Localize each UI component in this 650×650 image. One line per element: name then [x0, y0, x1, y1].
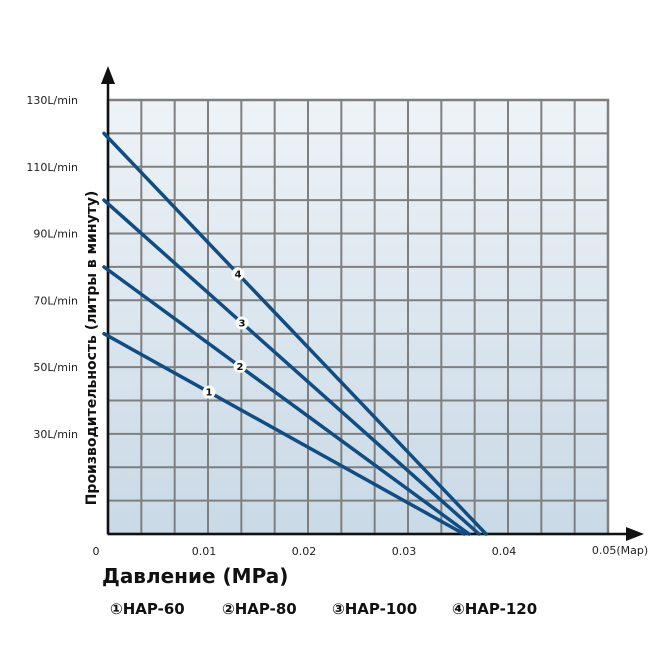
y-tick-labels: 30L/min 50L/min 70L/min 90L/min 110L/min 130L…	[26, 94, 78, 441]
series-marker-label: 1	[206, 388, 213, 399]
series-line-hap-80	[102, 265, 471, 536]
legend-item-hap-120: ④HAP-120	[452, 600, 537, 618]
plot-background	[108, 100, 608, 534]
series-marker-badge	[235, 316, 249, 330]
series-marker-2: 2	[233, 359, 247, 373]
series-marker-4: 4	[231, 267, 245, 281]
legend-item-hap-80: ②HAP-80	[222, 600, 297, 618]
y-tick-label: 30L/min	[33, 428, 78, 441]
x-tick-label: 0.04	[492, 545, 517, 558]
series-marker-badge	[231, 267, 245, 281]
series-line-hap-120	[102, 131, 488, 536]
y-tick-label: 130L/min	[26, 94, 78, 107]
x-tick-label: 0	[93, 545, 100, 558]
y-tick-label: 50L/min	[33, 361, 78, 374]
x-tick-label: 0.01	[192, 545, 217, 558]
series-line-hap-60	[102, 331, 466, 536]
x-tick-labels: 0 0.01 0.02 0.03 0.04	[93, 545, 517, 558]
x-tick-label: 0.03	[392, 545, 417, 558]
series-marker-3: 3	[235, 316, 249, 330]
legend-item-hap-100: ③HAP-100	[332, 600, 417, 618]
series-marker-badge	[233, 359, 247, 373]
grid-lines	[108, 100, 608, 534]
y-tick-label: 110L/min	[26, 161, 78, 174]
series-marker-label: 2	[237, 362, 244, 373]
y-axis-title: Производительность (литры в минуту)	[84, 191, 100, 506]
x-axis-title: Давление (MPa)	[102, 564, 288, 588]
series-markers: 1 2 3 4	[202, 267, 249, 399]
series-marker-1: 1	[202, 385, 216, 399]
series-marker-label: 3	[239, 319, 246, 330]
x-axis-arrow-icon	[626, 527, 644, 541]
legend: ①HAP-60 ②HAP-80 ③HAP-100 ④HAP-120	[110, 600, 537, 618]
x-unit-label: 0.05(Map)	[592, 544, 648, 557]
series-marker-badge	[202, 385, 216, 399]
axes	[101, 66, 644, 541]
x-tick-label: 0.02	[292, 545, 317, 558]
y-tick-label: 70L/min	[33, 294, 78, 307]
series-lines	[102, 131, 488, 536]
series-marker-label: 4	[235, 270, 242, 281]
y-axis-arrow-icon	[101, 66, 115, 84]
legend-item-hap-60: ①HAP-60	[110, 600, 185, 618]
series-line-hap-100	[102, 198, 481, 536]
y-tick-label: 90L/min	[33, 228, 78, 241]
